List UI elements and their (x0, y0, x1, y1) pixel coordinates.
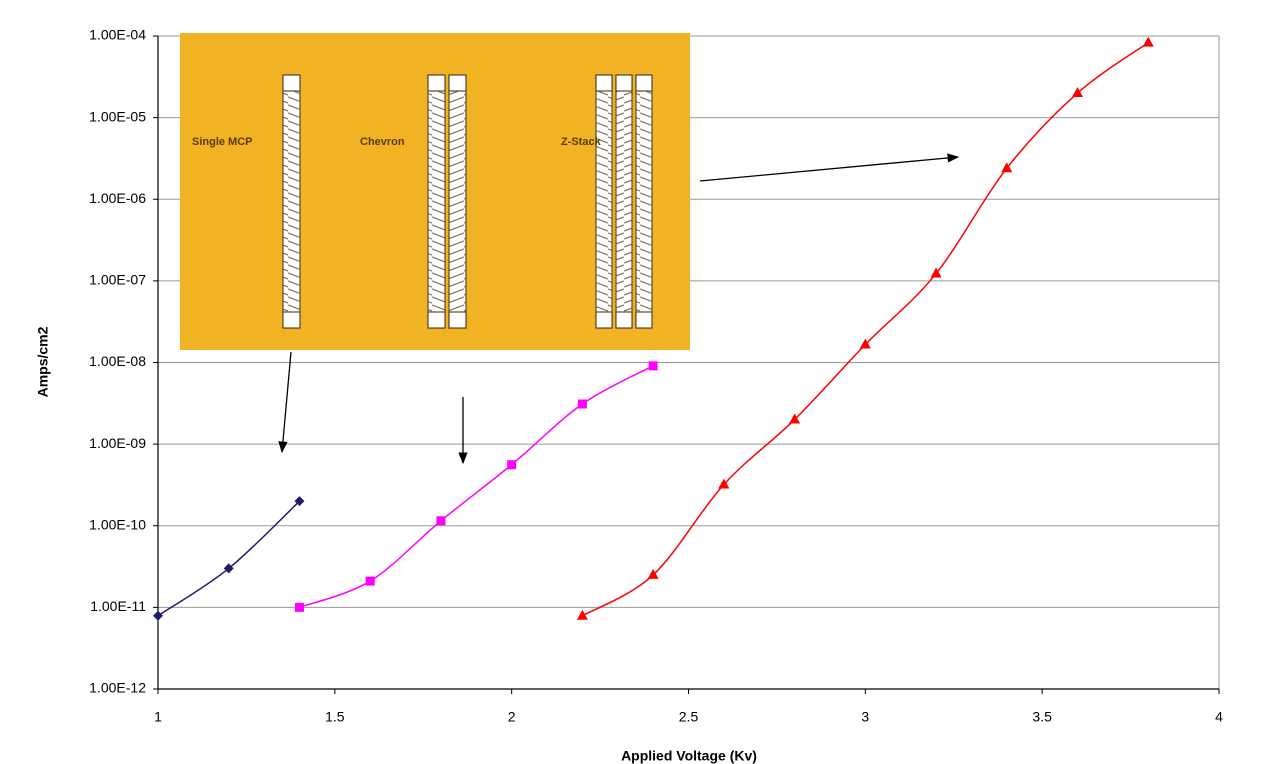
inset-label: Chevron (360, 136, 405, 148)
plate (636, 75, 652, 328)
x-tick-label: 1 (154, 709, 162, 725)
inset-label: Single MCP (192, 136, 253, 148)
x-tick-label: 4 (1215, 709, 1223, 725)
plate-end (616, 312, 632, 328)
plate-end (428, 312, 445, 328)
marker (1072, 87, 1083, 97)
plate-end (636, 312, 652, 328)
marker (366, 577, 375, 586)
marker (436, 516, 445, 525)
arrow (282, 352, 291, 452)
plate (449, 75, 466, 328)
plate-end (596, 312, 612, 328)
plate-end (283, 75, 300, 91)
series-line (299, 366, 653, 608)
plate (616, 75, 632, 328)
plate-end (636, 75, 652, 91)
y-tick-label: 1.00E-09 (89, 435, 146, 451)
inset-image: Single MCP Chevron Z-Stack (180, 33, 690, 350)
marker (578, 400, 587, 409)
x-tick-label: 1.5 (325, 709, 345, 725)
marker (507, 460, 516, 469)
y-tick-label: 1.00E-10 (89, 516, 146, 532)
y-tick-label: 1.00E-11 (90, 598, 146, 614)
plate (428, 75, 445, 328)
marker (153, 611, 163, 621)
x-tick-label: 2 (508, 709, 516, 725)
y-tick-label: 1.00E-07 (89, 272, 146, 288)
y-tick-label: 1.00E-08 (89, 353, 146, 369)
plate (596, 75, 612, 328)
x-axis-title: Applied Voltage (Kv) (621, 748, 757, 764)
y-tick-label: 1.00E-04 (89, 27, 146, 43)
plate-end (596, 75, 612, 91)
marker (295, 603, 304, 612)
plate-end (283, 312, 300, 328)
inset-label: Z-Stack (561, 136, 602, 148)
x-tick-label: 3 (861, 709, 869, 725)
y-tick-label: 1.00E-05 (89, 108, 146, 124)
plate-end (449, 312, 466, 328)
plate (283, 75, 300, 328)
series-line (158, 501, 299, 616)
arrow (700, 157, 958, 181)
x-tick-label: 3.5 (1032, 709, 1052, 725)
plate-end (428, 75, 445, 91)
y-tick-label: 1.00E-12 (89, 680, 146, 696)
chart: 1.00E-12 1.00E-11 1.00E-10 1.00E-09 1.00E-08… (0, 0, 1272, 764)
plate-end (449, 75, 466, 91)
y-axis-title: Amps/cm2 (35, 326, 51, 397)
x-tick-label: 2.5 (679, 709, 699, 725)
marker (1143, 37, 1154, 47)
marker (577, 610, 588, 620)
y-tick-label: 1.00E-06 (89, 190, 146, 206)
plate-end (616, 75, 632, 91)
marker (649, 361, 658, 370)
